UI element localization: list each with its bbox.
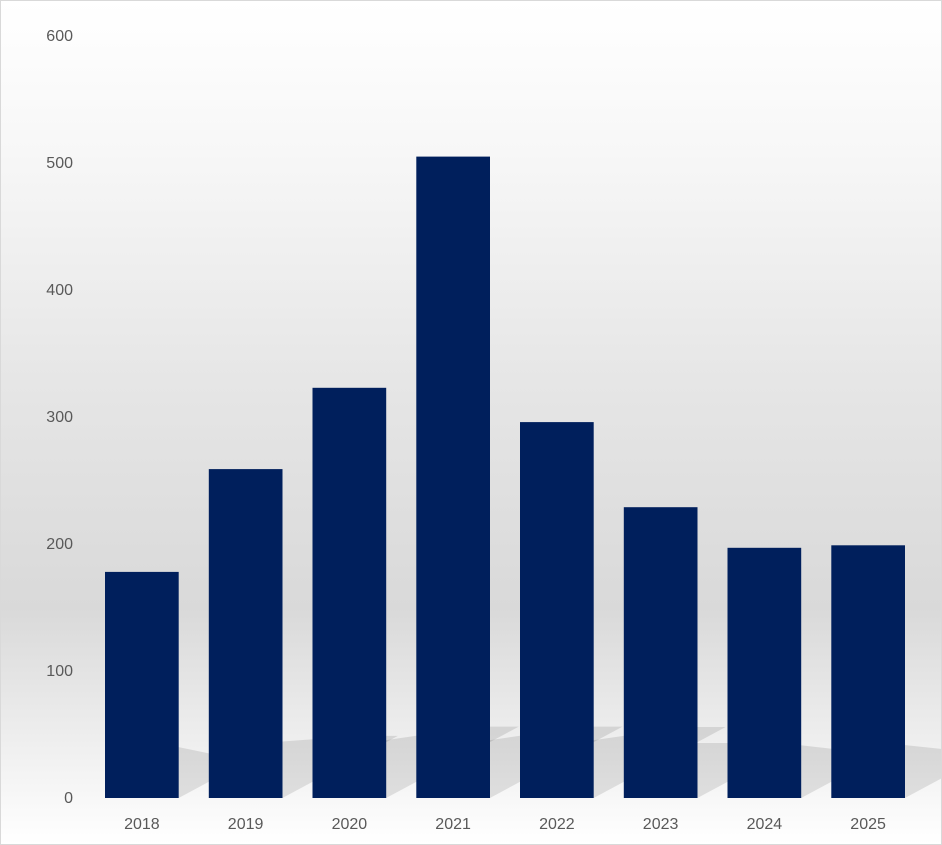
y-tick-label: 400 bbox=[46, 282, 73, 299]
bar-2023 bbox=[623, 507, 698, 798]
y-tick-label: 100 bbox=[46, 663, 73, 680]
x-tick-label: 2022 bbox=[539, 816, 575, 833]
x-tick-label: 2023 bbox=[643, 816, 679, 833]
y-axis-tick-labels: 0 100 200 300 400 500 600 bbox=[46, 28, 73, 807]
x-tick-label: 2020 bbox=[332, 816, 368, 833]
bar-2021 bbox=[416, 156, 490, 799]
y-tick-label: 500 bbox=[46, 155, 73, 172]
bar-2022 bbox=[520, 422, 594, 798]
y-tick-label: 600 bbox=[46, 28, 73, 45]
x-tick-label: 2018 bbox=[124, 816, 160, 833]
bar-series bbox=[105, 156, 905, 799]
bar-2019 bbox=[208, 469, 283, 798]
y-tick-label: 300 bbox=[46, 409, 73, 426]
x-tick-label: 2019 bbox=[228, 816, 264, 833]
bar-2025 bbox=[831, 545, 905, 798]
x-axis-tick-labels: 2018 2019 2020 2021 2022 2023 2024 2025 bbox=[124, 816, 886, 833]
bar-2018 bbox=[105, 571, 179, 798]
bar-2020 bbox=[312, 387, 387, 798]
x-tick-label: 2021 bbox=[435, 816, 471, 833]
x-tick-label: 2024 bbox=[747, 816, 783, 833]
y-tick-label: 200 bbox=[46, 536, 73, 553]
y-tick-label: 0 bbox=[64, 790, 73, 807]
x-tick-label: 2025 bbox=[850, 816, 886, 833]
bar-2024 bbox=[727, 547, 802, 798]
